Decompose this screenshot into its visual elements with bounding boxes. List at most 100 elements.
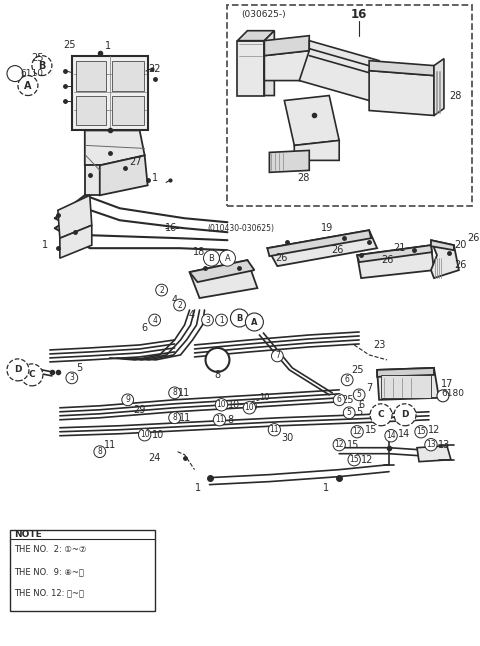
Polygon shape xyxy=(190,260,257,298)
Text: 1: 1 xyxy=(219,315,224,324)
Text: 3: 3 xyxy=(69,373,74,382)
Text: 8: 8 xyxy=(172,388,177,397)
Text: 1: 1 xyxy=(105,41,111,50)
Polygon shape xyxy=(58,195,92,238)
Text: 15: 15 xyxy=(349,455,359,464)
Text: 15: 15 xyxy=(365,425,377,435)
Text: 11: 11 xyxy=(180,413,192,422)
Bar xyxy=(112,96,144,125)
Text: 5: 5 xyxy=(77,363,83,373)
Text: 14: 14 xyxy=(386,432,396,440)
Text: 10: 10 xyxy=(245,403,254,412)
Text: 19: 19 xyxy=(321,224,333,233)
Text: 6: 6 xyxy=(142,323,148,333)
Circle shape xyxy=(370,404,392,426)
Text: C: C xyxy=(29,370,35,379)
Polygon shape xyxy=(417,446,451,462)
Polygon shape xyxy=(264,50,309,81)
Polygon shape xyxy=(264,31,275,96)
Text: 1: 1 xyxy=(323,483,329,493)
Text: 25: 25 xyxy=(351,365,363,375)
Text: A: A xyxy=(24,81,32,90)
Text: 8: 8 xyxy=(215,370,220,380)
Polygon shape xyxy=(357,245,432,262)
Text: 29: 29 xyxy=(133,405,146,415)
Polygon shape xyxy=(85,165,100,195)
Circle shape xyxy=(32,56,52,76)
Text: 4: 4 xyxy=(189,310,194,320)
Polygon shape xyxy=(284,96,339,145)
Bar xyxy=(112,61,144,90)
Text: 6180: 6180 xyxy=(441,390,464,399)
Text: 9: 9 xyxy=(125,395,130,404)
Polygon shape xyxy=(377,368,439,400)
Text: 30: 30 xyxy=(281,433,293,443)
Polygon shape xyxy=(369,70,434,116)
Text: 18: 18 xyxy=(193,247,205,257)
Text: 10: 10 xyxy=(140,430,149,439)
Text: 10: 10 xyxy=(152,430,164,440)
Circle shape xyxy=(437,390,449,402)
Polygon shape xyxy=(434,59,444,116)
Text: 15: 15 xyxy=(416,427,426,436)
Polygon shape xyxy=(60,225,92,258)
Circle shape xyxy=(230,309,249,327)
Text: 23: 23 xyxy=(373,340,385,350)
Text: 7: 7 xyxy=(275,351,280,360)
Bar xyxy=(228,5,472,206)
Text: 25: 25 xyxy=(341,395,353,405)
Polygon shape xyxy=(238,31,275,41)
Text: 3: 3 xyxy=(70,373,74,382)
Bar xyxy=(76,61,106,90)
Text: 10: 10 xyxy=(247,403,258,412)
Text: B: B xyxy=(38,61,46,70)
Text: 13: 13 xyxy=(438,440,450,450)
Polygon shape xyxy=(357,245,434,278)
Text: 12: 12 xyxy=(335,440,344,449)
Text: 1: 1 xyxy=(152,173,158,183)
Polygon shape xyxy=(238,41,264,96)
Text: 8: 8 xyxy=(228,415,233,425)
Text: 6: 6 xyxy=(337,395,342,404)
Circle shape xyxy=(18,76,38,96)
Text: 10: 10 xyxy=(228,400,240,410)
Text: 25: 25 xyxy=(63,39,76,50)
Text: (030625-): (030625-) xyxy=(241,10,286,19)
Text: 6110: 6110 xyxy=(20,69,43,78)
Text: 4: 4 xyxy=(171,295,178,305)
Text: 22: 22 xyxy=(148,63,161,74)
Text: D: D xyxy=(14,366,22,375)
Text: 2: 2 xyxy=(159,286,164,295)
Text: 25: 25 xyxy=(32,52,44,63)
Polygon shape xyxy=(190,260,254,282)
Bar xyxy=(381,375,431,398)
Text: 24: 24 xyxy=(148,453,161,463)
Text: 16: 16 xyxy=(351,8,367,21)
Bar xyxy=(10,530,155,611)
Text: 26: 26 xyxy=(468,233,480,243)
Text: 3: 3 xyxy=(205,315,210,324)
Text: 10: 10 xyxy=(259,393,270,402)
Text: 14: 14 xyxy=(398,429,410,439)
Polygon shape xyxy=(431,240,454,250)
Text: NOTE: NOTE xyxy=(14,530,42,539)
Bar xyxy=(76,96,106,125)
Text: 5: 5 xyxy=(356,407,362,417)
Text: 2: 2 xyxy=(177,300,182,309)
Text: 26: 26 xyxy=(331,245,343,255)
Circle shape xyxy=(205,348,229,372)
Polygon shape xyxy=(377,368,434,377)
Text: 17: 17 xyxy=(441,379,453,389)
Text: 1: 1 xyxy=(194,483,201,493)
Circle shape xyxy=(245,313,264,331)
Text: (010430-030625): (010430-030625) xyxy=(207,224,275,233)
Polygon shape xyxy=(369,61,434,76)
Text: 12: 12 xyxy=(428,425,440,435)
Text: 27: 27 xyxy=(130,158,142,167)
Text: 12: 12 xyxy=(361,455,373,464)
Text: THE NO.  2: ①~⑦: THE NO. 2: ①~⑦ xyxy=(14,545,86,554)
Text: 2: 2 xyxy=(159,286,164,295)
Text: 11: 11 xyxy=(215,415,224,424)
Text: 20: 20 xyxy=(454,240,466,250)
Text: 26: 26 xyxy=(454,260,466,270)
